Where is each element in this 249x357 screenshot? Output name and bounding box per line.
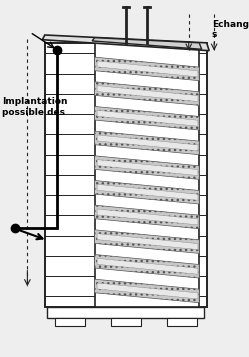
Polygon shape [95,156,199,179]
Text: Echangeur
s: Echangeur s [212,20,249,39]
Bar [55,318,85,326]
Polygon shape [95,106,199,130]
Polygon shape [97,209,198,225]
Polygon shape [97,160,198,176]
Polygon shape [95,131,199,155]
Polygon shape [95,255,199,278]
Polygon shape [92,38,202,49]
Polygon shape [95,279,199,303]
Polygon shape [97,233,198,250]
Polygon shape [95,82,199,105]
Polygon shape [95,230,199,253]
Polygon shape [97,184,198,200]
Polygon shape [97,258,198,274]
Bar [167,318,197,326]
Polygon shape [95,181,199,204]
Polygon shape [97,135,198,151]
Polygon shape [95,205,199,229]
Bar [95,43,199,307]
Bar [111,318,141,326]
Text: Implantation
possible des: Implantation possible des [2,97,68,117]
Polygon shape [97,61,198,77]
Polygon shape [97,86,198,101]
Bar [47,307,204,318]
Polygon shape [97,283,198,299]
Polygon shape [95,57,199,81]
Polygon shape [97,110,198,126]
Bar [45,43,207,307]
Polygon shape [42,35,209,51]
